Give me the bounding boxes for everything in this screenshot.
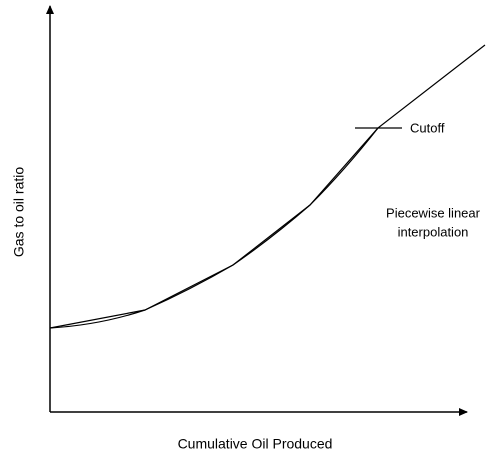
smooth-curve [49, 127, 379, 329]
y-axis-label: Gas to oil ratio [11, 167, 27, 257]
x-axis-label: Cumulative Oil Produced [178, 436, 333, 452]
cutoff-label: Cutoff [410, 120, 445, 135]
interpolation-label: Piecewise linear [386, 205, 481, 220]
interpolation-label: interpolation [398, 224, 469, 239]
piecewise-line [49, 44, 486, 329]
